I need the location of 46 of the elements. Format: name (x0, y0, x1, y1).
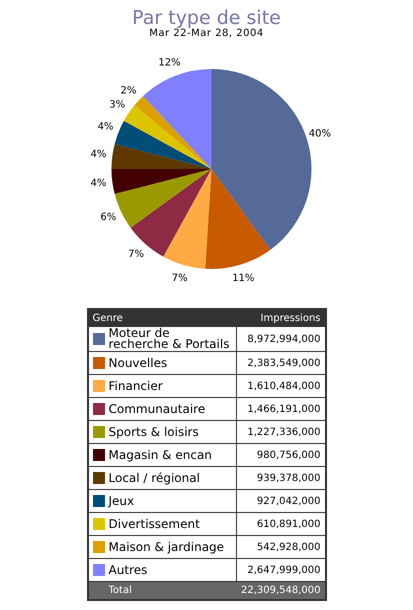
text: 610,891,000 (236, 512, 326, 536)
legend-label: Magasin & encan (108, 448, 212, 462)
data-label: 4% (90, 178, 106, 189)
text: 927,042,000 (236, 490, 326, 512)
legend-label: Local / régional (108, 470, 200, 484)
text: 1,610,484,000 (236, 374, 326, 398)
legend-label: Maison & jardinage (108, 540, 224, 554)
text: 1,227,336,000 (236, 420, 326, 444)
text: 542,928,000 (236, 536, 326, 558)
pie-slice (112, 169, 212, 194)
pie-slice (143, 69, 212, 169)
legend-label: Sports & loisirs (108, 424, 199, 438)
pie-slice (163, 169, 212, 269)
data-label: 4% (90, 149, 106, 160)
pie-slice (114, 169, 212, 228)
data-label: 3% (109, 99, 126, 110)
legend-label: Nouvelles (108, 356, 168, 370)
data-label: 7% (172, 272, 188, 284)
legend-label: Moteur de recherche & Portails (108, 326, 230, 351)
data-label: 4% (98, 122, 114, 133)
pie-slice (112, 144, 212, 169)
data-label: 2% (120, 85, 136, 96)
data-label: 7% (128, 249, 144, 260)
legend-label: Jeux (108, 494, 134, 508)
data-label: 11% (232, 272, 254, 284)
data-label: 40% (308, 128, 332, 140)
text: 2,647,999,000 (236, 558, 326, 582)
legend-label: Divertissement (108, 516, 200, 530)
chart-subtitle: Mar 22-Mar 28, 2004 (148, 28, 265, 39)
data-label: 6% (100, 212, 116, 224)
text: 1,466,191,000 (236, 398, 326, 420)
chart-title: Par type de site (131, 7, 282, 29)
data-label: 12% (158, 58, 181, 69)
pie-slice (114, 120, 212, 169)
legend-title: Genre (92, 312, 124, 326)
text: 8,972,994,000 (236, 327, 326, 352)
pie-slice (130, 169, 212, 257)
legend-label: Autres (108, 562, 148, 576)
legend-label: Communautaire (108, 402, 206, 416)
text: 939,378,000 (236, 466, 326, 490)
pie-slice (205, 169, 270, 269)
pie-slice (124, 105, 212, 169)
text: 2,383,549,000 (236, 352, 326, 374)
pie-slice (134, 96, 212, 169)
text: 980,756,000 (236, 444, 326, 466)
legend-label: Financier (108, 378, 163, 392)
